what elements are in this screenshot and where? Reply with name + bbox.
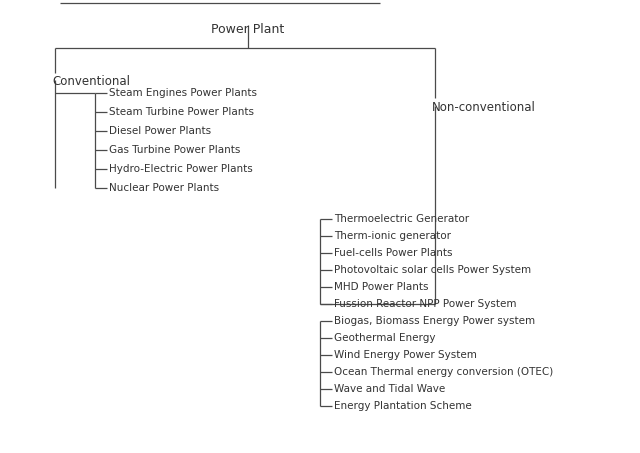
Text: Energy Plantation Scheme: Energy Plantation Scheme xyxy=(334,401,472,411)
Text: Wave and Tidal Wave: Wave and Tidal Wave xyxy=(334,384,445,394)
Text: Conventional: Conventional xyxy=(52,75,130,88)
Text: Diesel Power Plants: Diesel Power Plants xyxy=(109,126,211,136)
Text: Steam Turbine Power Plants: Steam Turbine Power Plants xyxy=(109,107,254,117)
Text: Fuel-cells Power Plants: Fuel-cells Power Plants xyxy=(334,248,452,258)
Text: Ocean Thermal energy conversion (OTEC): Ocean Thermal energy conversion (OTEC) xyxy=(334,367,553,377)
Text: Therm-ionic generator: Therm-ionic generator xyxy=(334,231,451,241)
Text: Gas Turbine Power Plants: Gas Turbine Power Plants xyxy=(109,145,241,155)
Text: Non-conventional: Non-conventional xyxy=(432,101,536,114)
Text: MHD Power Plants: MHD Power Plants xyxy=(334,282,429,292)
Text: Wind Energy Power System: Wind Energy Power System xyxy=(334,350,477,360)
Text: Biogas, Biomass Energy Power system: Biogas, Biomass Energy Power system xyxy=(334,316,535,326)
Text: Fussion Reactor NPP Power System: Fussion Reactor NPP Power System xyxy=(334,299,516,309)
Text: Thermoelectric Generator: Thermoelectric Generator xyxy=(334,214,469,224)
Text: Geothermal Energy: Geothermal Energy xyxy=(334,333,435,343)
Text: Photovoltaic solar cells Power System: Photovoltaic solar cells Power System xyxy=(334,265,531,275)
Text: Hydro-Electric Power Plants: Hydro-Electric Power Plants xyxy=(109,164,253,174)
Text: Nuclear Power Plants: Nuclear Power Plants xyxy=(109,183,219,193)
Text: Steam Engines Power Plants: Steam Engines Power Plants xyxy=(109,88,257,98)
Text: Power Plant: Power Plant xyxy=(211,23,285,36)
